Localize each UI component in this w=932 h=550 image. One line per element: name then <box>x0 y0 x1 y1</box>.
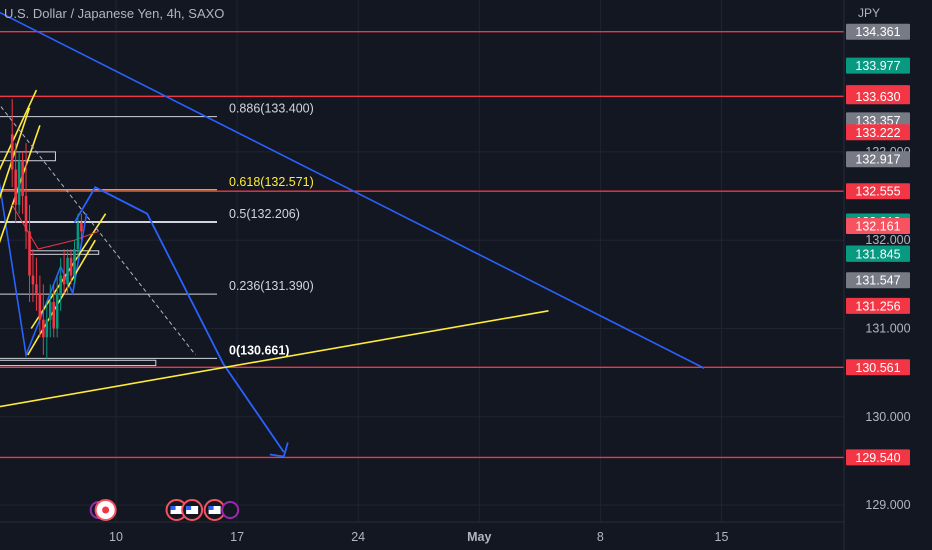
candle-body <box>80 222 83 232</box>
currency-label[interactable]: JPY <box>858 6 881 20</box>
candle-body <box>45 319 49 338</box>
price-badge-label: 129.540 <box>855 451 900 465</box>
price-badge[interactable] <box>846 245 910 262</box>
fib-level-label: 0(130.661) <box>229 343 289 357</box>
time-tick-label: 10 <box>109 530 123 544</box>
price-badge[interactable] <box>846 359 910 376</box>
candlesticks <box>10 98 83 359</box>
candle-body <box>31 275 35 285</box>
event-markers[interactable] <box>89 499 240 521</box>
candle-body <box>10 134 14 170</box>
candle-body <box>66 257 69 285</box>
fib-level-label: 0.5(132.206) <box>229 207 300 221</box>
price-tick-label: 129.000 <box>865 498 910 512</box>
price-badge-label: 130.561 <box>855 361 900 375</box>
us-flag-stripes-icon <box>170 506 183 514</box>
trend-drawings[interactable] <box>0 0 705 458</box>
fib-level-label: 0.236(131.390) <box>229 279 314 293</box>
price-badge-label: 132.161 <box>855 219 900 233</box>
candle-body <box>62 275 66 285</box>
dashed-guide-line[interactable] <box>0 90 196 356</box>
price-axis[interactable]: 129.000130.000131.000132.000133.000134.3… <box>846 23 911 512</box>
range-box <box>0 151 56 162</box>
candle-body <box>38 293 42 320</box>
price-badge[interactable] <box>846 217 910 234</box>
time-tick-label: May <box>467 530 491 544</box>
time-axis[interactable]: 10 17 24 May 8 15 <box>109 530 728 544</box>
fib-level-label: 0.618(132.571) <box>229 175 314 189</box>
range-box <box>0 359 157 367</box>
price-tick-label: 132.000 <box>865 233 910 247</box>
yellow-channel-line[interactable] <box>27 239 96 356</box>
chart-grid <box>0 0 844 522</box>
event-dots-icon[interactable] <box>221 501 240 519</box>
price-badge[interactable] <box>846 23 910 40</box>
price-badge-label: 132.917 <box>855 153 900 167</box>
fib-retracement[interactable]: 0.886(133.400) 0.618(132.571) 0.5(132.206)… <box>0 102 314 359</box>
event-dot-icon <box>102 506 110 514</box>
candle-body <box>73 249 76 276</box>
candle-body <box>17 160 21 205</box>
candle-body <box>48 302 52 320</box>
candle-body <box>24 196 28 232</box>
price-badge[interactable] <box>846 449 910 466</box>
candle-body <box>28 231 31 276</box>
candle-body <box>76 222 80 250</box>
candle-body <box>52 302 56 329</box>
candle-body <box>55 293 59 329</box>
candle-body <box>59 275 62 294</box>
time-tick-label: 15 <box>715 530 729 544</box>
blue-projection-path[interactable] <box>73 186 285 453</box>
price-badge-label: 134.361 <box>855 25 900 39</box>
price-badge[interactable] <box>846 297 910 314</box>
price-badge-label: 131.845 <box>855 247 900 261</box>
us-flag-canton-icon <box>186 506 192 510</box>
price-badge[interactable] <box>846 151 910 168</box>
us-flag-stripes-icon <box>186 506 199 514</box>
yellow-channel-line[interactable] <box>0 107 31 223</box>
chart-title: U.S. Dollar / Japanese Yen, 4h, SAXO <box>4 6 225 21</box>
price-badge[interactable] <box>846 124 910 141</box>
time-tick-label: 17 <box>230 530 244 544</box>
candle-body <box>42 319 45 338</box>
price-badge[interactable] <box>846 88 910 105</box>
yellow-channel-line[interactable] <box>0 125 41 275</box>
us-flag-canton-icon <box>208 506 214 510</box>
horizontal-levels <box>0 31 844 459</box>
time-tick-label: 8 <box>597 530 604 544</box>
price-badge-label: 132.555 <box>855 185 900 199</box>
price-badge-label: 133.630 <box>855 90 900 104</box>
price-tick-label: 130.000 <box>865 410 910 424</box>
price-badge-label: 131.256 <box>855 299 900 313</box>
us-flag-canton-icon <box>170 506 176 510</box>
price-badge[interactable] <box>846 272 910 289</box>
candle-body <box>69 257 73 276</box>
price-badge-label: 133.222 <box>855 126 900 140</box>
candle-body <box>14 169 17 205</box>
price-badge-label: 131.547 <box>855 274 900 288</box>
price-tick-label: 131.000 <box>865 322 910 336</box>
candle-body <box>21 160 24 197</box>
arrow-head-icon <box>269 442 289 458</box>
price-badge-label: 133.977 <box>855 59 900 73</box>
fib-level-label: 0.886(133.400) <box>229 102 314 116</box>
price-badge[interactable] <box>846 183 910 200</box>
candle-body <box>35 284 38 294</box>
blue-trendline[interactable] <box>0 0 705 369</box>
yellow-channel-line[interactable] <box>0 89 38 187</box>
price-badge[interactable] <box>846 57 910 74</box>
yellow-trendline[interactable] <box>0 310 549 426</box>
time-tick-label: 24 <box>351 530 365 544</box>
us-flag-stripes-icon <box>208 506 221 514</box>
